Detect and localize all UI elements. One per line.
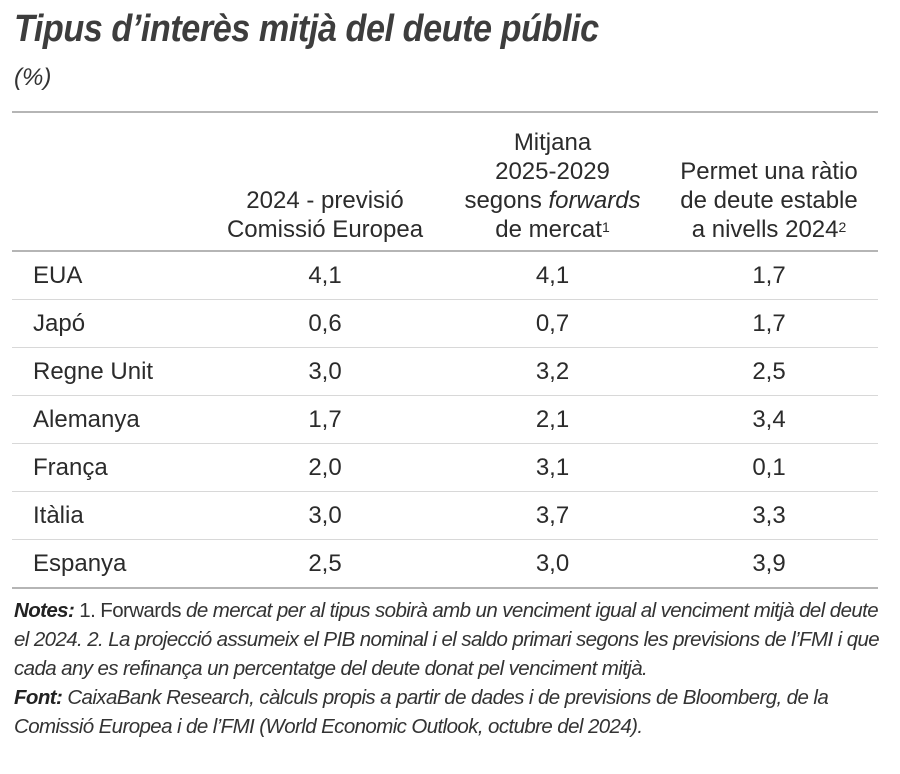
- data-table: 2024 - previsió Comissió Europea Mitjana 2…: [12, 111, 878, 589]
- source-text: CaixaBank Research, càlculs propis a par…: [14, 686, 829, 738]
- cell-value: 4,1: [205, 251, 445, 300]
- notes-text-2: de mercat per al tipus sobirà amb un ven…: [14, 599, 880, 680]
- table-row: Alemanya 1,7 2,1 3,4: [12, 395, 878, 444]
- notes-text-1: 1. Forwards: [74, 599, 181, 622]
- table-row: Itàlia 3,0 3,7 3,3: [12, 491, 878, 540]
- cell-value: 3,9: [660, 539, 878, 589]
- cell-value: 3,7: [445, 491, 660, 540]
- cell-value: 1,7: [205, 395, 445, 444]
- row-label: EUA: [12, 251, 205, 300]
- row-label: Alemanya: [12, 395, 205, 444]
- table-row: Espanya 2,5 3,0 3,9: [12, 539, 878, 589]
- table-row: Japó 0,6 0,7 1,7: [12, 299, 878, 348]
- cell-value: 3,4: [660, 395, 878, 444]
- table-row: Regne Unit 3,0 3,2 2,5: [12, 347, 878, 396]
- cell-value: 3,0: [205, 491, 445, 540]
- row-label: Japó: [12, 299, 205, 348]
- cell-value: 2,5: [660, 347, 878, 396]
- cell-value: 2,0: [205, 443, 445, 492]
- cell-value: 3,3: [660, 491, 878, 540]
- unit-label: (%): [14, 64, 52, 91]
- cell-value: 2,5: [205, 539, 445, 589]
- cell-value: 3,2: [445, 347, 660, 396]
- cell-value: 3,1: [445, 443, 660, 492]
- cell-value: 1,7: [660, 299, 878, 348]
- header-col-2: Mitjana 2025-2029 segons forwards de mercat…: [445, 111, 660, 252]
- header-col-3: Permet una ràtio de deute estable a nivell…: [660, 111, 878, 252]
- header-row: 2024 - previsió Comissió Europea Mitjana 2…: [12, 111, 878, 252]
- row-label: França: [12, 443, 205, 492]
- notes: Notes: 1. Forwards de mercat per al tipu…: [14, 596, 894, 741]
- cell-value: 3,0: [205, 347, 445, 396]
- cell-value: 3,0: [445, 539, 660, 589]
- table-title: Tipus d’interès mitjà del deute públic: [14, 8, 599, 50]
- row-label: Espanya: [12, 539, 205, 589]
- header-label-column: [12, 111, 205, 252]
- table-row: EUA 4,1 4,1 1,7: [12, 251, 878, 300]
- cell-value: 1,7: [660, 251, 878, 300]
- row-label: Regne Unit: [12, 347, 205, 396]
- cell-value: 4,1: [445, 251, 660, 300]
- cell-value: 0,7: [445, 299, 660, 348]
- row-label: Itàlia: [12, 491, 205, 540]
- cell-value: 2,1: [445, 395, 660, 444]
- cell-value: 0,1: [660, 443, 878, 492]
- header-col-1: 2024 - previsió Comissió Europea: [205, 111, 445, 252]
- table-row: França 2,0 3,1 0,1: [12, 443, 878, 492]
- source-label: Font:: [14, 686, 63, 709]
- cell-value: 0,6: [205, 299, 445, 348]
- notes-label: Notes:: [14, 599, 75, 622]
